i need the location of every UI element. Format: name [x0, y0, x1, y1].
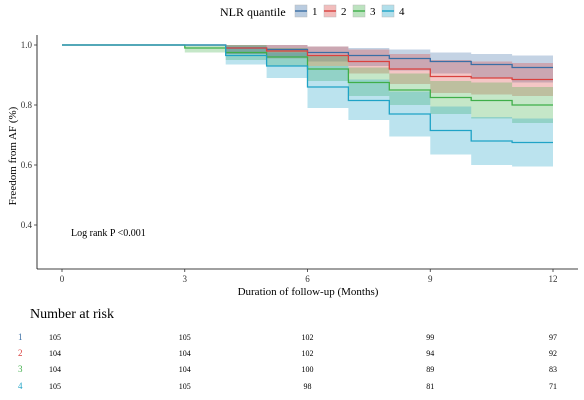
y-axis-title: Freedom from AF (%) [7, 106, 19, 205]
risk-row-2: 2 104 104 102 94 92 [18, 348, 557, 358]
legend-title: NLR quantile [220, 5, 286, 19]
legend-item-3: 3 [352, 4, 376, 18]
legend-item-2: 2 [323, 4, 347, 18]
legend-label: 3 [370, 6, 376, 18]
risk-value: 104 [49, 349, 61, 358]
confidence-bands [62, 45, 553, 167]
risk-value: 99 [426, 333, 434, 342]
risk-row-4: 4 105 105 98 81 71 [18, 381, 557, 391]
risk-row-label: 2 [18, 348, 23, 358]
log-rank-annotation: Log rank P <0.001 [71, 228, 146, 239]
x-tick-label: 0 [60, 274, 65, 284]
risk-row-1: 1 105 105 102 99 97 [18, 332, 557, 342]
risk-value: 81 [426, 382, 434, 391]
risk-value: 105 [49, 382, 61, 391]
risk-value: 104 [49, 365, 61, 374]
risk-value: 105 [179, 333, 191, 342]
risk-table: 1 105 105 102 99 97 2 104 104 102 94 92 3 104 104 100 89… [18, 332, 557, 391]
risk-table-title: Number at risk [30, 307, 114, 322]
ci-band-4 [62, 45, 553, 167]
risk-row-label: 4 [18, 381, 23, 391]
risk-row-label: 3 [18, 364, 23, 374]
ci-band-1 [62, 45, 553, 83]
risk-value: 98 [304, 382, 312, 391]
survival-curves [62, 44, 553, 144]
risk-value: 104 [179, 365, 191, 374]
legend-item-4: 4 [381, 4, 405, 18]
legend-item-1: 1 [294, 4, 318, 18]
ci-band-2 [62, 45, 553, 96]
legend: 1 2 3 4 [294, 4, 405, 18]
y-ticks: 0.4 0.6 0.8 1.0 [21, 40, 37, 230]
risk-value: 94 [426, 349, 434, 358]
risk-row-label: 1 [18, 332, 23, 342]
x-tick-label: 9 [428, 274, 433, 284]
y-tick-label: 0.8 [21, 100, 33, 110]
x-ticks: 0 3 6 9 12 [60, 269, 558, 284]
plot-area [62, 44, 553, 167]
x-tick-label: 12 [549, 274, 558, 284]
risk-value: 97 [549, 333, 557, 342]
legend-label: 1 [312, 6, 318, 18]
legend-label: 2 [341, 6, 347, 18]
legend-label: 4 [399, 6, 405, 18]
y-tick-label: 0.6 [21, 160, 33, 170]
x-tick-label: 3 [183, 274, 188, 284]
risk-value: 92 [549, 349, 557, 358]
risk-value: 89 [426, 365, 434, 374]
axes: 0.4 0.6 0.8 1.0 0 3 6 9 12 [21, 35, 578, 284]
ci-band-3 [62, 45, 553, 123]
x-tick-label: 6 [305, 274, 310, 284]
x-axis-title: Duration of follow-up (Months) [238, 286, 379, 298]
risk-value: 105 [179, 382, 191, 391]
y-tick-label: 0.4 [21, 220, 33, 230]
risk-value: 105 [49, 333, 61, 342]
risk-value: 102 [302, 333, 314, 342]
risk-value: 104 [179, 349, 191, 358]
y-tick-label: 1.0 [21, 40, 33, 50]
risk-value: 71 [549, 382, 557, 391]
risk-value: 102 [302, 349, 314, 358]
curve-4 [62, 44, 553, 144]
risk-value: 100 [302, 365, 314, 374]
risk-value: 83 [549, 365, 557, 374]
risk-row-3: 3 104 104 100 89 83 [18, 364, 557, 374]
